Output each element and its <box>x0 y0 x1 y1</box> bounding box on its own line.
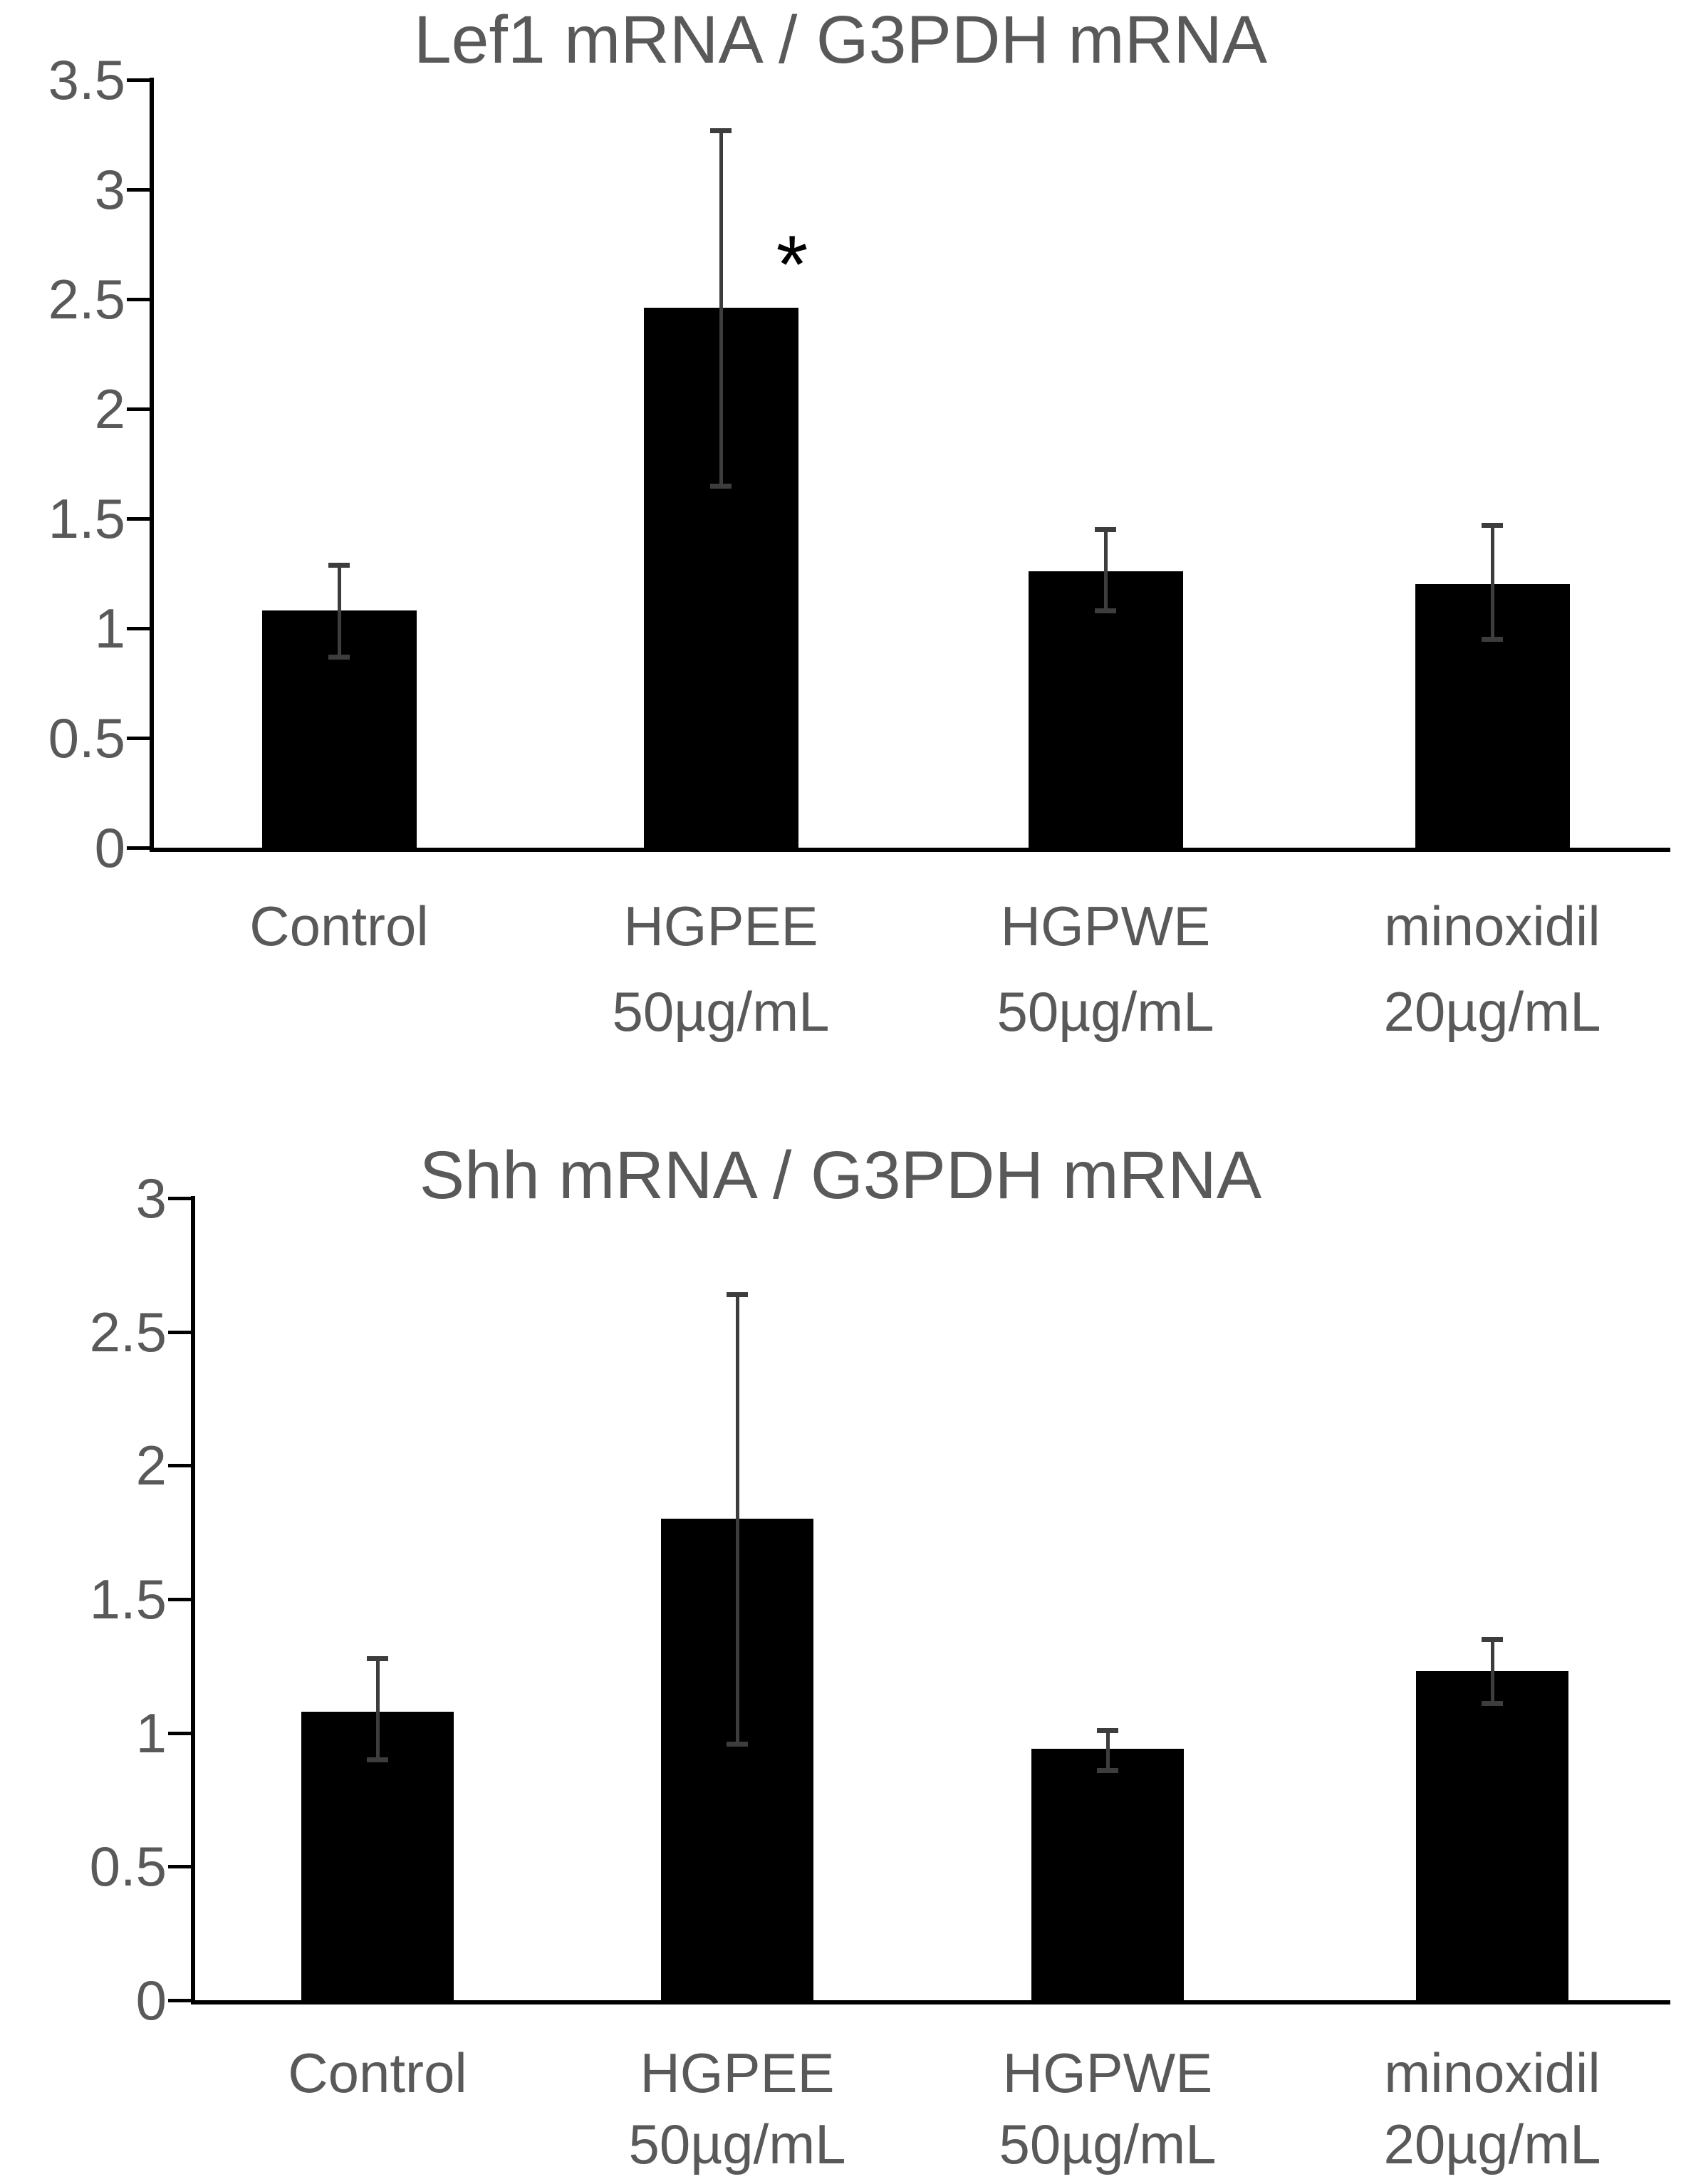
y-tick-mark <box>168 1331 191 1334</box>
error-bar-cap-top <box>1482 1637 1503 1642</box>
x-category-label: minoxidil 20µg/mL <box>1293 883 1681 1054</box>
error-bar-line <box>376 1658 380 1760</box>
y-tick-label: 1 <box>94 597 125 660</box>
error-bar-cap-bottom <box>727 1742 748 1747</box>
y-axis-line <box>150 78 154 852</box>
error-bar-cap-bottom <box>1097 1768 1118 1773</box>
y-tick-mark <box>127 737 150 740</box>
x-category-label-line: Control <box>249 895 429 957</box>
y-tick-label: 1 <box>135 1702 167 1764</box>
error-bar-cap-bottom <box>367 1757 388 1762</box>
error-bar-cap-bottom <box>710 484 732 489</box>
y-tick-label: 0.5 <box>48 707 125 769</box>
error-bar-cap-top <box>710 128 732 133</box>
x-category-label: Control <box>140 883 538 969</box>
x-category-label-line: 50µg/mL <box>612 980 830 1043</box>
x-category-label-line: 20µg/mL <box>1383 980 1601 1043</box>
error-bar-cap-bottom <box>328 655 350 660</box>
x-category-label: minoxidil 20µg/mL <box>1293 2037 1681 2180</box>
y-tick-label: 3 <box>135 1167 167 1229</box>
error-bar-line <box>1106 1730 1110 1770</box>
y-tick-mark <box>127 188 150 192</box>
y-tick-mark <box>127 846 150 850</box>
y-tick-mark <box>168 1732 191 1735</box>
error-bar-line <box>338 565 341 657</box>
y-tick-mark <box>127 517 150 521</box>
x-category-label-line: 20µg/mL <box>1383 2113 1601 2175</box>
error-bar-line <box>1491 525 1494 639</box>
y-tick-mark <box>127 78 150 82</box>
significance-asterisk: * <box>776 219 808 311</box>
y-tick-mark <box>168 1464 191 1467</box>
x-axis-line <box>191 2000 1670 2004</box>
y-tick-label: 2 <box>135 1434 167 1497</box>
error-bar-cap-top <box>1095 527 1116 532</box>
error-bar-cap-top <box>1482 523 1503 528</box>
error-bar-cap-bottom <box>1482 1701 1503 1706</box>
y-tick-label: 0 <box>135 1969 167 2032</box>
x-category-label: HGPEE 50µg/mL <box>521 883 920 1054</box>
x-category-label-line: 50µg/mL <box>628 2113 846 2175</box>
error-bar-cap-bottom <box>1095 608 1116 613</box>
error-bar-line <box>1104 529 1108 610</box>
y-tick-mark <box>127 627 150 630</box>
x-category-label: HGPWE 50µg/mL <box>908 2037 1307 2180</box>
bar-minoxidil <box>1416 1671 1568 2000</box>
y-axis-line <box>191 1196 195 2004</box>
bar-hgpwe <box>1031 1749 1184 2000</box>
y-tick-label: 3 <box>94 158 125 221</box>
error-bar-line <box>719 130 723 486</box>
error-bar-cap-bottom <box>1482 637 1503 642</box>
x-category-label-line: HGPEE <box>623 895 818 957</box>
error-bar-cap-top <box>367 1656 388 1661</box>
y-tick-mark <box>168 1197 191 1200</box>
y-tick-label: 1.5 <box>89 1568 167 1631</box>
x-category-label-line: Control <box>288 2042 467 2104</box>
x-category-label: HGPWE 50µg/mL <box>906 883 1305 1054</box>
error-bar-line <box>736 1294 739 1744</box>
error-bar-cap-top <box>727 1292 748 1297</box>
x-axis-line <box>150 848 1670 852</box>
error-bar-cap-top <box>1097 1728 1118 1733</box>
y-tick-mark <box>168 1865 191 1868</box>
y-tick-mark <box>168 1598 191 1601</box>
y-tick-label: 2.5 <box>48 268 125 331</box>
y-tick-label: 0 <box>94 816 125 879</box>
y-tick-label: 1.5 <box>48 487 125 550</box>
x-category-label-line: 50µg/mL <box>996 980 1214 1043</box>
chart-title-lef1: Lef1 mRNA / G3PDH mRNA <box>413 2 1268 78</box>
error-bar-cap-top <box>328 563 350 568</box>
y-tick-label: 3.5 <box>48 48 125 111</box>
y-tick-label: 2 <box>94 378 125 440</box>
x-category-label-line: HGPWE <box>1000 895 1211 957</box>
x-category-label-line: 50µg/mL <box>999 2113 1217 2175</box>
error-bar-line <box>1491 1639 1494 1703</box>
x-category-label: HGPEE 50µg/mL <box>538 2037 937 2180</box>
x-category-label: Control <box>178 2037 577 2108</box>
x-category-label-line: HGPEE <box>640 2042 835 2104</box>
y-tick-mark <box>127 298 150 301</box>
chart-title-shh: Shh mRNA / G3PDH mRNA <box>419 1138 1262 1213</box>
y-tick-label: 2.5 <box>89 1301 167 1363</box>
x-category-label-line: HGPWE <box>1002 2042 1213 2104</box>
x-category-label-line: minoxidil <box>1384 895 1601 957</box>
y-tick-label: 0.5 <box>89 1835 167 1898</box>
y-tick-mark <box>127 407 150 411</box>
y-tick-mark <box>168 1999 191 2002</box>
x-category-label-line: minoxidil <box>1384 2042 1601 2104</box>
bar-hgpwe <box>1029 571 1183 848</box>
